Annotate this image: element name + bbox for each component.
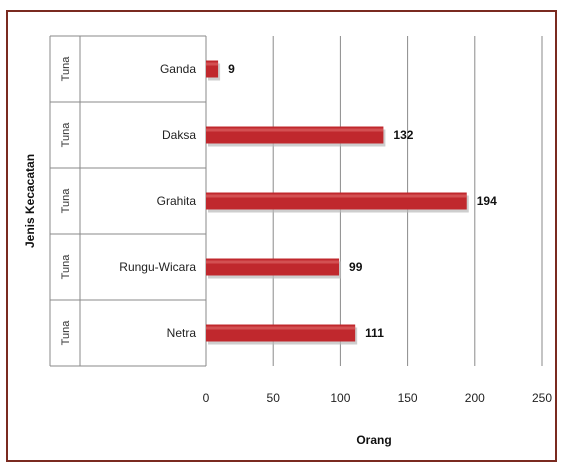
category-label: Netra: [167, 326, 197, 340]
bars: 9 132 194 99 111: [206, 60, 497, 345]
data-label: 99: [349, 260, 363, 274]
data-label: 111: [365, 326, 384, 340]
chart-frame: Ganda Tuna Daksa Tuna Grahita Tuna Rungu-Wicar…: [6, 10, 557, 462]
category-label: Ganda: [160, 62, 196, 76]
category-label: Daksa: [162, 128, 196, 142]
y-axis-title: Jenis Kecacatan: [23, 154, 37, 248]
x-tick-labels: 0 50 100 150 200 250: [203, 391, 553, 405]
data-label: 132: [393, 128, 413, 142]
bar-highlight: [206, 194, 467, 198]
data-label: 9: [228, 62, 235, 76]
data-label: 194: [477, 194, 497, 208]
bar-highlight: [206, 260, 340, 264]
bar-highlight: [206, 326, 356, 330]
category-label: Grahita: [157, 194, 197, 208]
bar-highlight: [206, 128, 384, 132]
x-tick-label: 100: [330, 391, 350, 405]
x-tick-label: 250: [532, 391, 552, 405]
x-tick-label: 200: [465, 391, 485, 405]
group-label: Tuna: [60, 254, 72, 280]
group-label: Tuna: [60, 320, 72, 346]
category-label: Rungu-Wicara: [119, 260, 196, 274]
group-label: Tuna: [60, 122, 72, 148]
x-axis-title: Orang: [356, 433, 391, 447]
bar-highlight: [206, 62, 219, 66]
group-label: Tuna: [60, 56, 72, 82]
bar-chart: Ganda Tuna Daksa Tuna Grahita Tuna Rungu-Wicar…: [23, 35, 553, 447]
category-axis: Ganda Tuna Daksa Tuna Grahita Tuna Rungu-Wicar…: [49, 35, 206, 367]
x-tick-label: 150: [398, 391, 418, 405]
x-tick-label: 0: [203, 391, 210, 405]
group-label: Tuna: [60, 188, 72, 214]
x-tick-label: 50: [267, 391, 281, 405]
